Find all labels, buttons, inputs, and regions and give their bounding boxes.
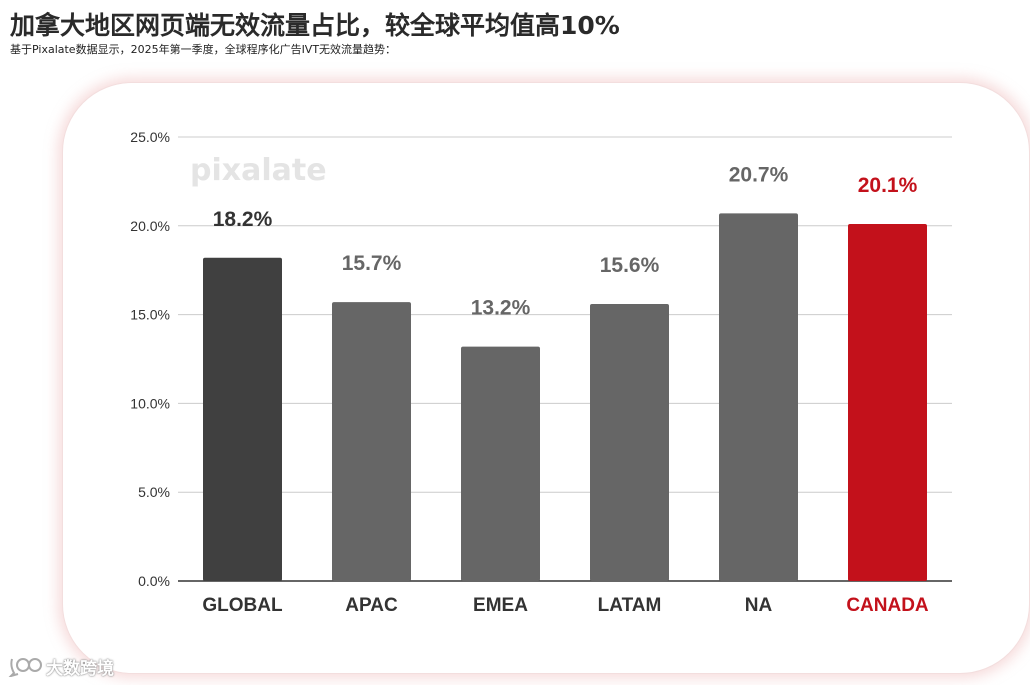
y-tick-label: 10.0%	[130, 395, 170, 411]
pixalate-logo: pixalate	[190, 153, 327, 188]
bar	[461, 346, 540, 581]
category-label: EMEA	[473, 595, 528, 616]
page-subtitle: 基于Pixalate数据显示，2025年第一季度，全球程序化广告IVT无效流量趋…	[10, 43, 397, 56]
category-label: NA	[745, 595, 773, 616]
watermark: 大数跨境	[8, 652, 114, 680]
page-title: 加拿大地区网页端无效流量占比，较全球平均值高10%	[10, 11, 620, 40]
bar	[848, 224, 927, 582]
y-tick-label: 20.0%	[130, 218, 170, 234]
category-label: APAC	[345, 595, 398, 616]
bar	[590, 303, 669, 581]
eye-bubble-icon	[8, 655, 42, 677]
category-label: LATAM	[598, 595, 662, 616]
data-label: 20.7%	[729, 163, 789, 186]
y-tick-label: 0.0%	[138, 573, 170, 589]
data-label: 15.6%	[600, 254, 660, 277]
data-label: 15.7%	[342, 252, 402, 275]
watermark-text: 大数跨境	[46, 658, 114, 679]
category-label: CANADA	[846, 595, 929, 616]
bar	[203, 257, 282, 581]
bar	[719, 213, 798, 582]
data-label: 20.1%	[858, 174, 918, 197]
data-label: 18.2%	[213, 208, 273, 231]
y-tick-label: 5.0%	[138, 484, 170, 500]
bar	[332, 302, 411, 581]
y-tick-label: 25.0%	[130, 129, 170, 145]
y-tick-label: 15.0%	[130, 307, 170, 323]
data-label: 13.2%	[471, 297, 531, 320]
category-label: GLOBAL	[202, 595, 283, 616]
